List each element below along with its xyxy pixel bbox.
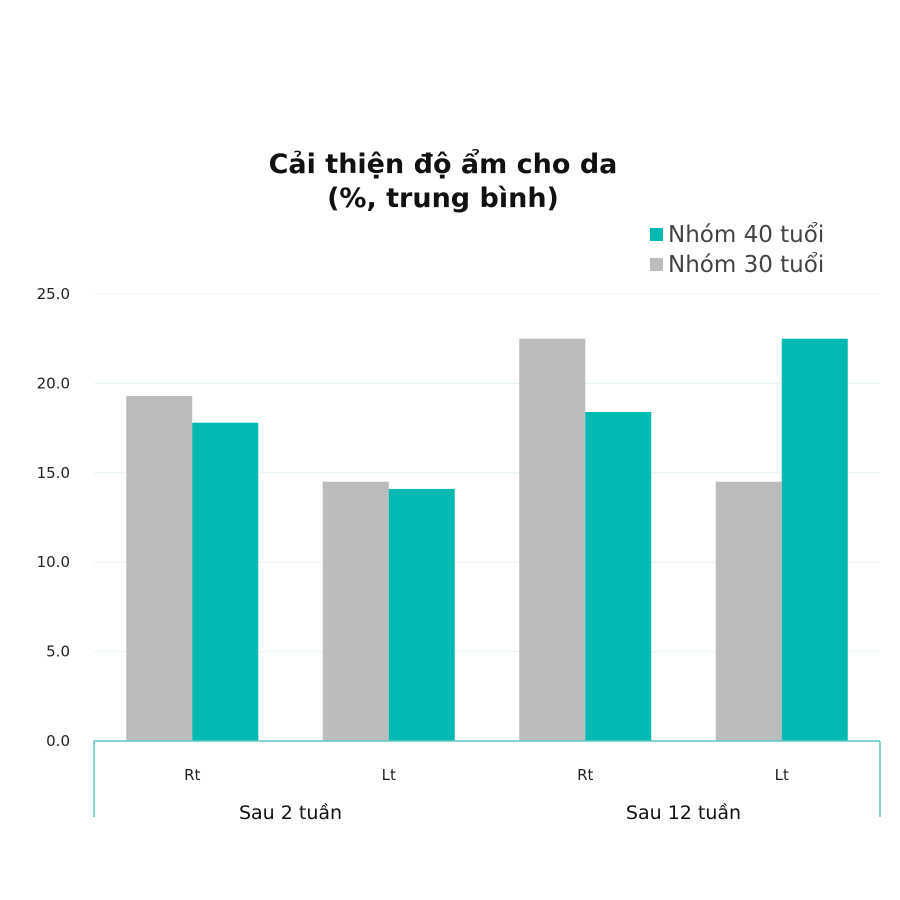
bars	[126, 338, 848, 741]
category-labels: Rt Lt Rt Lt	[184, 766, 789, 784]
bar-nhom-40-0	[192, 422, 259, 741]
y-tick-label: 5.0	[46, 643, 70, 661]
legend: Nhóm 40 tuổi Nhóm 30 tuổi	[650, 222, 824, 278]
legend-swatch-nhom-40	[650, 228, 663, 241]
y-tick-label: 10.0	[37, 553, 70, 571]
bar-nhom-30-3	[715, 481, 782, 741]
y-tick-label: 15.0	[37, 464, 70, 482]
chart-title-line-2: (%, trung bình)	[327, 183, 559, 214]
x-axis-frame	[93, 740, 881, 817]
legend-swatch-nhom-30	[650, 258, 663, 271]
category-label: Lt	[775, 766, 789, 784]
bar-nhom-40-1	[388, 488, 455, 741]
y-axis-ticks: 0.0 5.0 10.0 15.0 20.0 25.0	[37, 285, 70, 750]
bar-nhom-30-1	[322, 481, 389, 741]
category-label: Lt	[382, 766, 396, 784]
group-label: Sau 2 tuần	[239, 802, 342, 824]
legend-label-nhom-40: Nhóm 40 tuổi	[668, 222, 824, 248]
category-label: Rt	[577, 766, 593, 784]
group-labels: Sau 2 tuần Sau 12 tuần	[239, 802, 741, 824]
y-tick-label: 20.0	[37, 374, 70, 392]
group-label: Sau 12 tuần	[626, 802, 741, 824]
bar-nhom-30-0	[126, 395, 193, 741]
bar-nhom-40-3	[781, 338, 848, 741]
chart-title: Cải thiện độ ẩm cho da (%, trung bình)	[269, 147, 618, 214]
chart-title-line-1: Cải thiện độ ẩm cho da	[269, 147, 618, 180]
y-tick-label: 0.0	[46, 732, 70, 750]
legend-label-nhom-30: Nhóm 30 tuổi	[668, 252, 824, 278]
bar-nhom-40-2	[585, 412, 652, 741]
bar-nhom-30-2	[519, 338, 586, 741]
category-label: Rt	[184, 766, 200, 784]
y-tick-label: 25.0	[37, 285, 70, 303]
